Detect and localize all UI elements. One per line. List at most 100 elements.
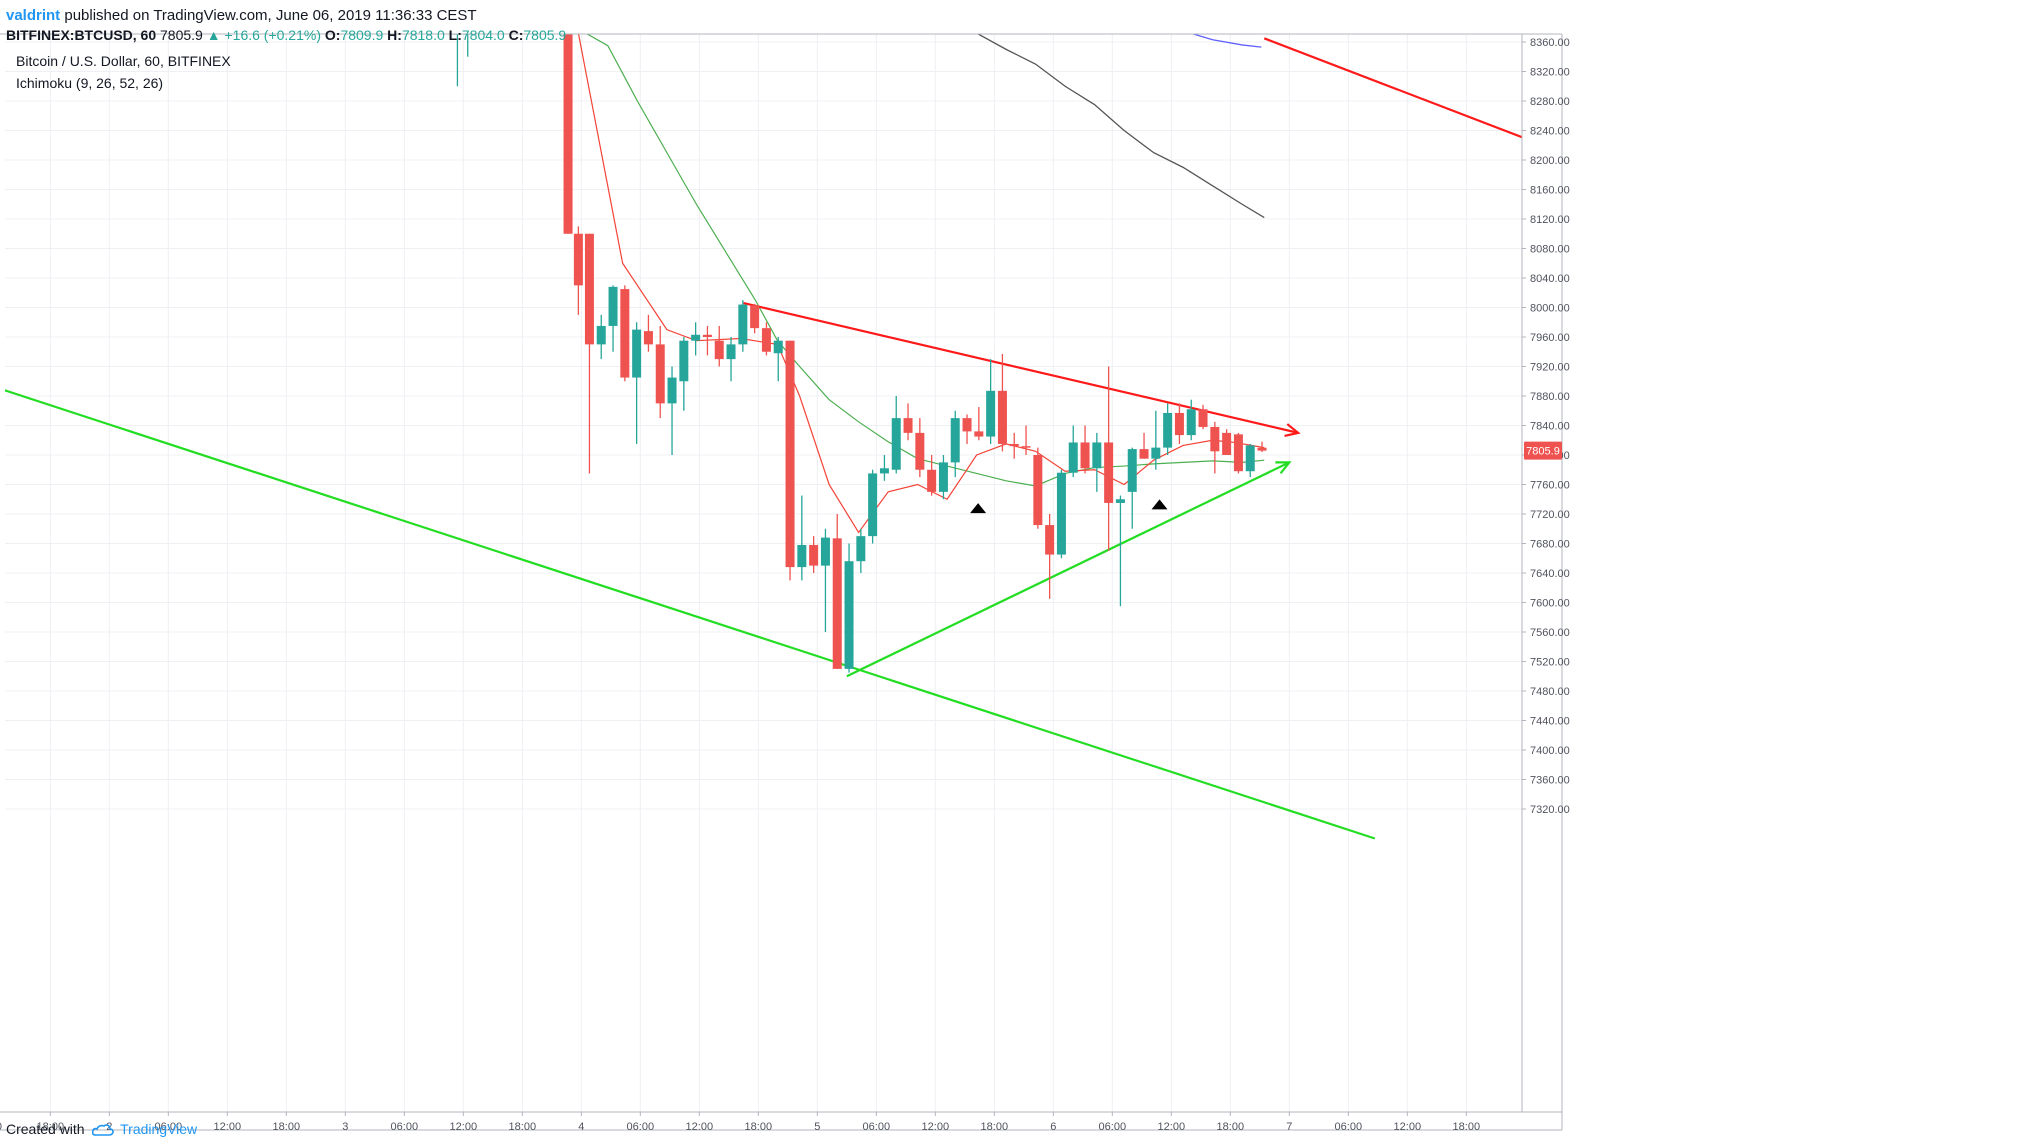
y-tick-label: 7360.00 [1530, 775, 1570, 787]
x-tick-label: 7 [1286, 1121, 1292, 1133]
candle-body [632, 329, 642, 378]
y-tick-label: 7400.00 [1530, 745, 1570, 757]
x-tick-label: 12:00 [922, 1121, 950, 1133]
x-tick-label: 18:00 [1217, 1121, 1245, 1133]
candle-body [1233, 434, 1243, 472]
y-tick-label: 8120.00 [1530, 214, 1570, 226]
candle-body [820, 537, 830, 566]
x-tick-label: 2:00 [0, 1121, 2, 1133]
x-tick-label: 4 [578, 1121, 584, 1133]
y-tick-label: 7440.00 [1530, 716, 1570, 728]
candle-body [1080, 442, 1090, 469]
chart-legend: Bitcoin / U.S. Dollar, 60, BITFINEX Ichi… [16, 50, 231, 94]
candle-body [1068, 442, 1078, 473]
x-tick-label: 3 [342, 1121, 348, 1133]
y-tick-label: 7760.00 [1530, 480, 1570, 492]
x-tick-label: 06:00 [391, 1121, 419, 1133]
open-label: O: [324, 27, 341, 43]
y-tick-label: 7720.00 [1530, 509, 1570, 521]
series-title[interactable]: Bitcoin / U.S. Dollar, 60, BITFINEX [16, 53, 231, 69]
candle-body [750, 305, 760, 329]
candle-body [938, 462, 948, 492]
chart-grid [5, 34, 1522, 1112]
candle-body [997, 390, 1007, 444]
symbol-label: BITFINEX:BTCUSD, 60 [6, 27, 157, 43]
y-tick-label: 8000.00 [1530, 303, 1570, 315]
marker-triangle-icon [1151, 499, 1168, 510]
y-tick-label: 8080.00 [1530, 244, 1570, 256]
candle-body [573, 233, 583, 286]
marker-triangle-icon [970, 503, 987, 514]
current-price: 7805.9 [160, 27, 203, 43]
last-price-badge [1524, 441, 1562, 460]
open-value: 7809.9 [340, 27, 384, 43]
y-tick-label: 7840.00 [1530, 421, 1570, 433]
indicator-label[interactable]: Ichimoku (9, 26, 52, 26) [16, 75, 164, 91]
candle-body [655, 344, 665, 404]
candle-body [1245, 445, 1255, 472]
chart-axes: 8360.00 8320.00 8280.00 8240.00 8200.00 8160.… [0, 33, 1570, 1133]
candle-body [1210, 426, 1220, 452]
x-tick-label: 18:00 [981, 1121, 1009, 1133]
candle-body [691, 334, 701, 341]
close-label: C: [508, 27, 524, 43]
candle-body [915, 432, 925, 470]
low-value: 7804.0 [461, 27, 505, 43]
candle-body [856, 536, 866, 562]
candle-body [797, 544, 807, 568]
candle-body [667, 377, 677, 404]
trendline-arrowhead [1275, 461, 1292, 475]
candle-body [809, 544, 819, 566]
y-tick-label: 7520.00 [1530, 657, 1570, 669]
x-tick-label: 6 [1050, 1121, 1056, 1133]
tradingview-brand[interactable]: TradingView [120, 1121, 198, 1137]
trendline-green-3 [5, 389, 1376, 840]
y-tick-label: 8160.00 [1530, 185, 1570, 197]
y-tick-label: 7680.00 [1530, 539, 1570, 551]
candle-body [974, 431, 984, 437]
y-tick-label: 7640.00 [1530, 568, 1570, 580]
x-tick-label: 18:00 [37, 1121, 65, 1133]
y-tick-label: 8040.00 [1530, 273, 1570, 285]
x-tick-label: 06:00 [627, 1121, 655, 1133]
candle-body [1021, 446, 1031, 448]
last-price-label: 7805.9 [1526, 446, 1560, 458]
ichimoku-tenkan-line [577, 34, 1265, 534]
candle-body [1151, 447, 1161, 459]
y-tick-label: 8200.00 [1530, 155, 1570, 167]
candle-body [643, 331, 653, 345]
candle-body [879, 468, 889, 474]
y-tick-label: 8320.00 [1530, 67, 1570, 79]
candlesticks [452, 34, 1267, 673]
y-tick-label: 8240.00 [1530, 126, 1570, 138]
x-tick-label: 06:00 [155, 1121, 183, 1133]
candle-body [962, 418, 972, 432]
candle-body [1056, 472, 1066, 555]
trendline-red-0 [743, 302, 1299, 434]
candle-body [714, 340, 724, 360]
trendline-red-1 [1263, 37, 1522, 139]
candle-body [785, 340, 795, 568]
candle-body [1222, 432, 1232, 455]
candle-body [986, 390, 996, 437]
candle-body [608, 286, 618, 326]
close-value: 7805.9 [523, 27, 567, 43]
trendline-green-2 [846, 461, 1290, 678]
y-tick-label: 8360.00 [1530, 37, 1570, 49]
y-tick-label: 7920.00 [1530, 362, 1570, 374]
ohlc-bar: BITFINEX:BTCUSD, 60 7805.9 ▲ +16.6 (+0.2… [6, 24, 566, 46]
candle-body [1045, 525, 1055, 555]
author-name[interactable]: valdrint [6, 7, 61, 24]
y-tick-label: 7560.00 [1530, 627, 1570, 639]
candle-body [1127, 449, 1137, 492]
tradingview-logo-icon [92, 1124, 115, 1137]
candle-body [1104, 442, 1114, 503]
candle-body [1139, 449, 1149, 459]
x-tick-label: 06:00 [1335, 1121, 1363, 1133]
y-tick-label: 8280.00 [1530, 96, 1570, 108]
x-tick-label: 18:00 [745, 1121, 773, 1133]
candle-body [891, 418, 901, 470]
candle-body [1092, 442, 1102, 469]
candle-body [868, 473, 878, 537]
